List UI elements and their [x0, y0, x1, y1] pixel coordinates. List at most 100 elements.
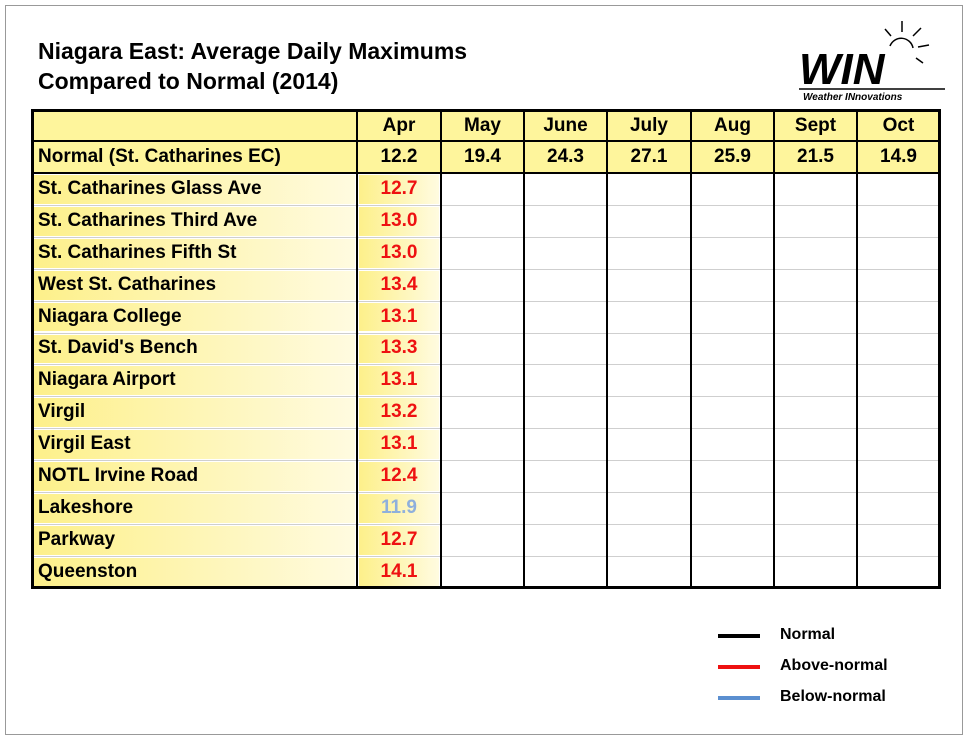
station-value: 12.4: [380, 465, 418, 487]
legend-swatch: [718, 665, 760, 669]
station-value: 14.1: [380, 560, 418, 582]
label-bg: [34, 366, 355, 396]
label-bg: [34, 302, 355, 332]
row-rule: [32, 236, 940, 238]
header-rule: [32, 140, 940, 142]
row-rule: [32, 396, 940, 398]
legend-label: Normal: [780, 626, 836, 643]
row-label: St. Catharines Third Ave: [38, 209, 258, 231]
row-label: Queenston: [38, 560, 138, 582]
column-rule: [606, 110, 608, 588]
row-label: Niagara College: [38, 305, 182, 327]
slide-frame: [5, 5, 963, 735]
label-bg: [34, 334, 355, 364]
value-bg: [359, 366, 439, 396]
row-label: Parkway: [38, 528, 116, 550]
label-bg: [34, 238, 355, 268]
value-bg: [359, 270, 439, 300]
value-bg: [359, 238, 439, 268]
row-label: West St. Catharines: [38, 273, 217, 295]
label-bg: [34, 494, 355, 523]
logo-tagline: Weather INnovations: [803, 92, 903, 103]
value-bg: [359, 557, 439, 587]
column-rule: [773, 110, 775, 588]
value-bg: [359, 462, 439, 491]
column-header: June: [543, 114, 588, 136]
value-bg: [359, 494, 439, 523]
row-label: Niagara Airport: [38, 369, 176, 391]
value-bg: [359, 525, 439, 555]
row-rule: [32, 555, 940, 557]
legend-swatch: [718, 696, 760, 700]
row-rule: [32, 268, 940, 270]
station-value: 11.9: [381, 496, 417, 518]
legend-label: Below-normal: [780, 688, 886, 705]
normal-value: 19.4: [464, 146, 501, 167]
row-label: Normal (St. Catharines EC): [38, 146, 281, 167]
station-value: 13.1: [380, 305, 418, 327]
column-rule: [440, 110, 442, 588]
row-label: Virgil East: [38, 433, 131, 455]
station-value: 13.3: [380, 337, 418, 359]
station-value: 13.1: [380, 433, 418, 455]
value-bg: [359, 206, 439, 236]
station-value: 13.0: [380, 209, 418, 231]
title-line: Niagara East: Average Daily Maximums: [38, 38, 468, 64]
sun-rays: [884, 21, 930, 64]
value-bg: [359, 334, 439, 364]
row-rule: [32, 460, 940, 462]
label-bg: [34, 175, 355, 204]
station-value: 12.7: [380, 177, 418, 199]
row-label: Virgil: [38, 401, 86, 423]
header-rule: [32, 172, 940, 174]
normal-value: 21.5: [797, 146, 834, 167]
station-value: 13.4: [380, 273, 418, 295]
value-bg: [359, 175, 439, 204]
normal-value: 25.9: [714, 146, 751, 167]
label-bg: [34, 398, 355, 428]
row-rule: [32, 364, 940, 366]
column-header: Oct: [882, 114, 915, 136]
value-bg: [359, 302, 439, 332]
row-rule: [32, 428, 940, 430]
row-rule: [32, 523, 940, 525]
station-value: 13.0: [380, 241, 418, 263]
column-rule: [523, 110, 525, 588]
legend-label: Above-normal: [780, 657, 888, 674]
column-rule: [356, 110, 358, 588]
normal-value: 12.2: [380, 146, 418, 167]
column-header: July: [629, 114, 669, 136]
normal-value: 24.3: [547, 146, 584, 167]
label-bg: [34, 270, 355, 300]
row-rule: [32, 332, 940, 334]
title-line: Compared to Normal (2014): [38, 68, 339, 94]
station-value: 13.2: [380, 401, 418, 423]
row-rule: [32, 300, 940, 302]
label-bg: [34, 557, 355, 587]
column-header: May: [464, 114, 501, 136]
normal-value: 27.1: [630, 146, 668, 167]
station-value: 13.1: [380, 369, 418, 391]
row-label: St. David's Bench: [38, 337, 198, 359]
logo-mark: WIN: [799, 45, 886, 94]
logo: WIN Weather INnovations: [799, 21, 945, 103]
label-bg: [34, 462, 355, 491]
label-bg: [34, 525, 355, 555]
row-rule: [32, 204, 940, 206]
table-outline: [31, 109, 941, 589]
row-rule: [32, 492, 940, 493]
label-bg: [34, 206, 355, 236]
value-bg: [359, 398, 439, 428]
legend-swatch: [718, 634, 760, 638]
row-label: Lakeshore: [38, 496, 134, 518]
value-bg: [359, 430, 439, 460]
row-label: St. Catharines Glass Ave: [38, 177, 262, 199]
column-header: Sept: [794, 114, 837, 136]
column-header: Apr: [382, 114, 416, 136]
column-rule: [856, 110, 858, 588]
column-rule: [690, 110, 692, 588]
row-label: NOTL Irvine Road: [38, 465, 199, 487]
station-value: 12.7: [380, 528, 418, 550]
column-header: Aug: [714, 114, 751, 136]
